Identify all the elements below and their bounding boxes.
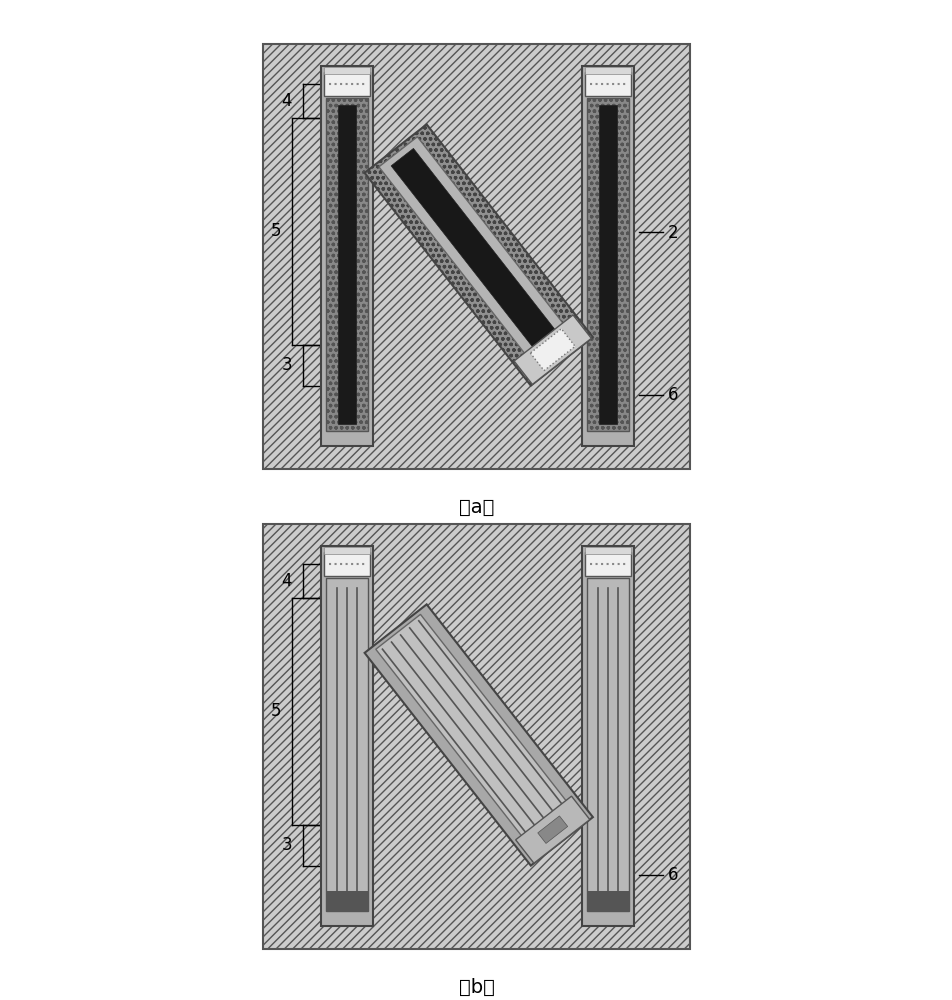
- Bar: [586, 578, 628, 911]
- Bar: [321, 66, 372, 446]
- Bar: [585, 552, 630, 576]
- Bar: [324, 547, 369, 554]
- Polygon shape: [537, 816, 567, 843]
- Bar: [338, 105, 356, 424]
- Text: 3: 3: [281, 836, 291, 854]
- Text: 5: 5: [270, 702, 281, 720]
- Bar: [586, 98, 628, 431]
- Bar: [585, 547, 630, 554]
- Bar: [327, 578, 367, 911]
- Polygon shape: [375, 614, 581, 856]
- Bar: [324, 72, 369, 96]
- Polygon shape: [513, 315, 591, 384]
- Bar: [586, 891, 628, 911]
- Text: 4: 4: [281, 92, 291, 110]
- Bar: [324, 67, 369, 74]
- Text: 5: 5: [270, 222, 281, 240]
- Text: 3: 3: [281, 356, 291, 374]
- Polygon shape: [390, 148, 565, 362]
- Text: 6: 6: [667, 865, 678, 884]
- Polygon shape: [365, 604, 592, 866]
- Bar: [582, 546, 633, 926]
- Polygon shape: [365, 124, 592, 386]
- Bar: [327, 98, 367, 431]
- Text: 6: 6: [667, 385, 678, 403]
- Bar: [599, 105, 617, 424]
- Text: （a）: （a）: [458, 497, 494, 516]
- Bar: [585, 67, 630, 74]
- Polygon shape: [379, 137, 578, 373]
- Bar: [327, 891, 367, 911]
- Text: （b）: （b）: [458, 978, 494, 996]
- Text: 2: 2: [667, 224, 678, 241]
- Polygon shape: [515, 796, 589, 863]
- Bar: [585, 72, 630, 96]
- Polygon shape: [530, 329, 574, 371]
- Bar: [324, 552, 369, 576]
- Bar: [321, 546, 372, 926]
- Bar: [582, 66, 633, 446]
- Text: 4: 4: [281, 572, 291, 590]
